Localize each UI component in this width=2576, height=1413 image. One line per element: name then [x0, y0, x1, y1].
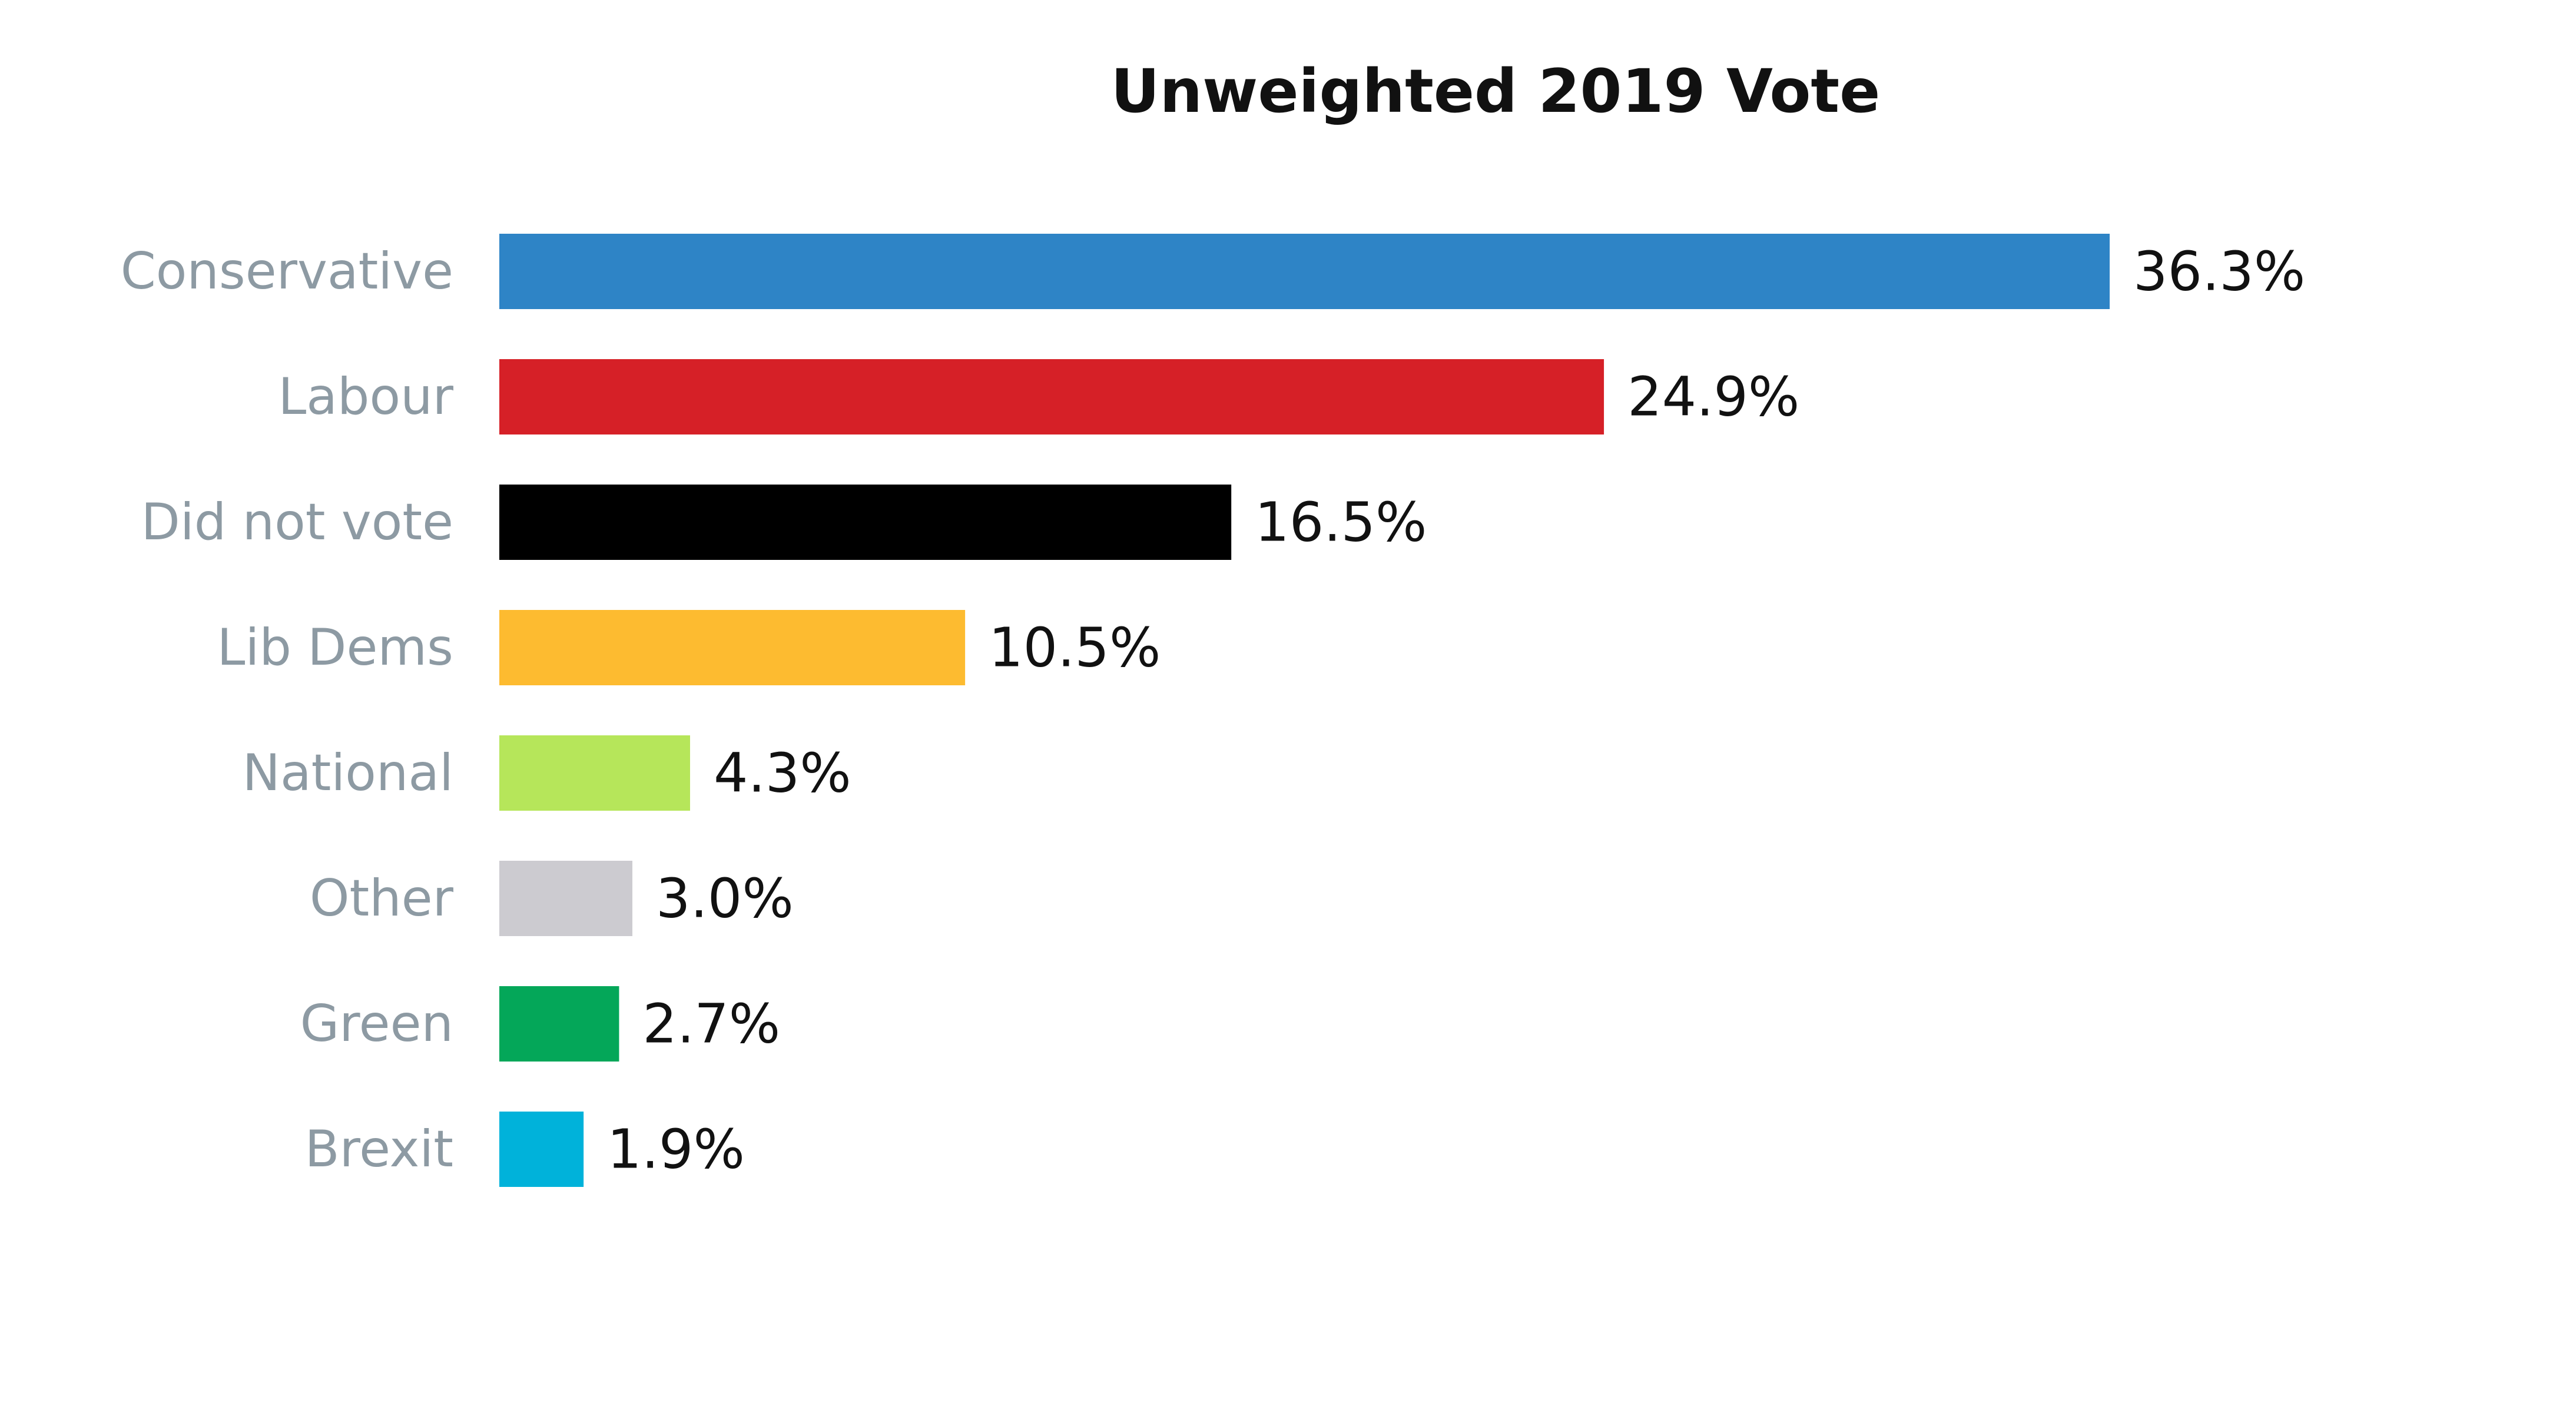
- value-label: 10.5%: [989, 616, 1161, 679]
- bar-row-labour: Labour 24.9%: [278, 359, 1799, 434]
- value-label: 4.3%: [714, 742, 851, 805]
- category-label: Other: [310, 869, 454, 928]
- bar: [499, 1112, 584, 1187]
- value-label: 2.7%: [642, 993, 780, 1056]
- value-label: 3.0%: [656, 867, 794, 930]
- category-label: Green: [300, 994, 453, 1053]
- category-label: Lib Dems: [217, 618, 453, 677]
- bar: [499, 861, 633, 936]
- bar: [499, 735, 690, 811]
- bar-row-conservative: Conservative 36.3%: [121, 234, 2305, 309]
- bar-row-brexit: Brexit 1.9%: [305, 1112, 745, 1187]
- bars-group: Conservative 36.3% Labour 24.9% Did not vote…: [121, 234, 2305, 1187]
- bar: [499, 234, 2110, 309]
- category-label: Conservative: [121, 242, 453, 301]
- value-label: 36.3%: [2133, 240, 2305, 303]
- bar: [499, 359, 1604, 434]
- category-label: Labour: [278, 367, 453, 426]
- bar-row-other: Other 3.0%: [310, 861, 794, 936]
- bar-row-lib-dems: Lib Dems 10.5%: [217, 610, 1161, 685]
- bar-row-national: National 4.3%: [243, 735, 851, 811]
- bar-row-green: Green 2.7%: [300, 986, 780, 1062]
- value-label: 16.5%: [1255, 491, 1427, 554]
- category-label: National: [243, 744, 453, 802]
- bar: [499, 485, 1232, 560]
- value-label: 1.9%: [607, 1118, 745, 1181]
- bar-row-did-not-vote: Did not vote 16.5%: [141, 485, 1427, 560]
- category-label: Brexit: [305, 1120, 453, 1179]
- bar: [499, 610, 966, 685]
- value-label: 24.9%: [1627, 366, 1799, 429]
- bar: [499, 986, 619, 1062]
- category-label: Did not vote: [141, 493, 453, 552]
- chart-title: Unweighted 2019 Vote: [1111, 57, 1881, 127]
